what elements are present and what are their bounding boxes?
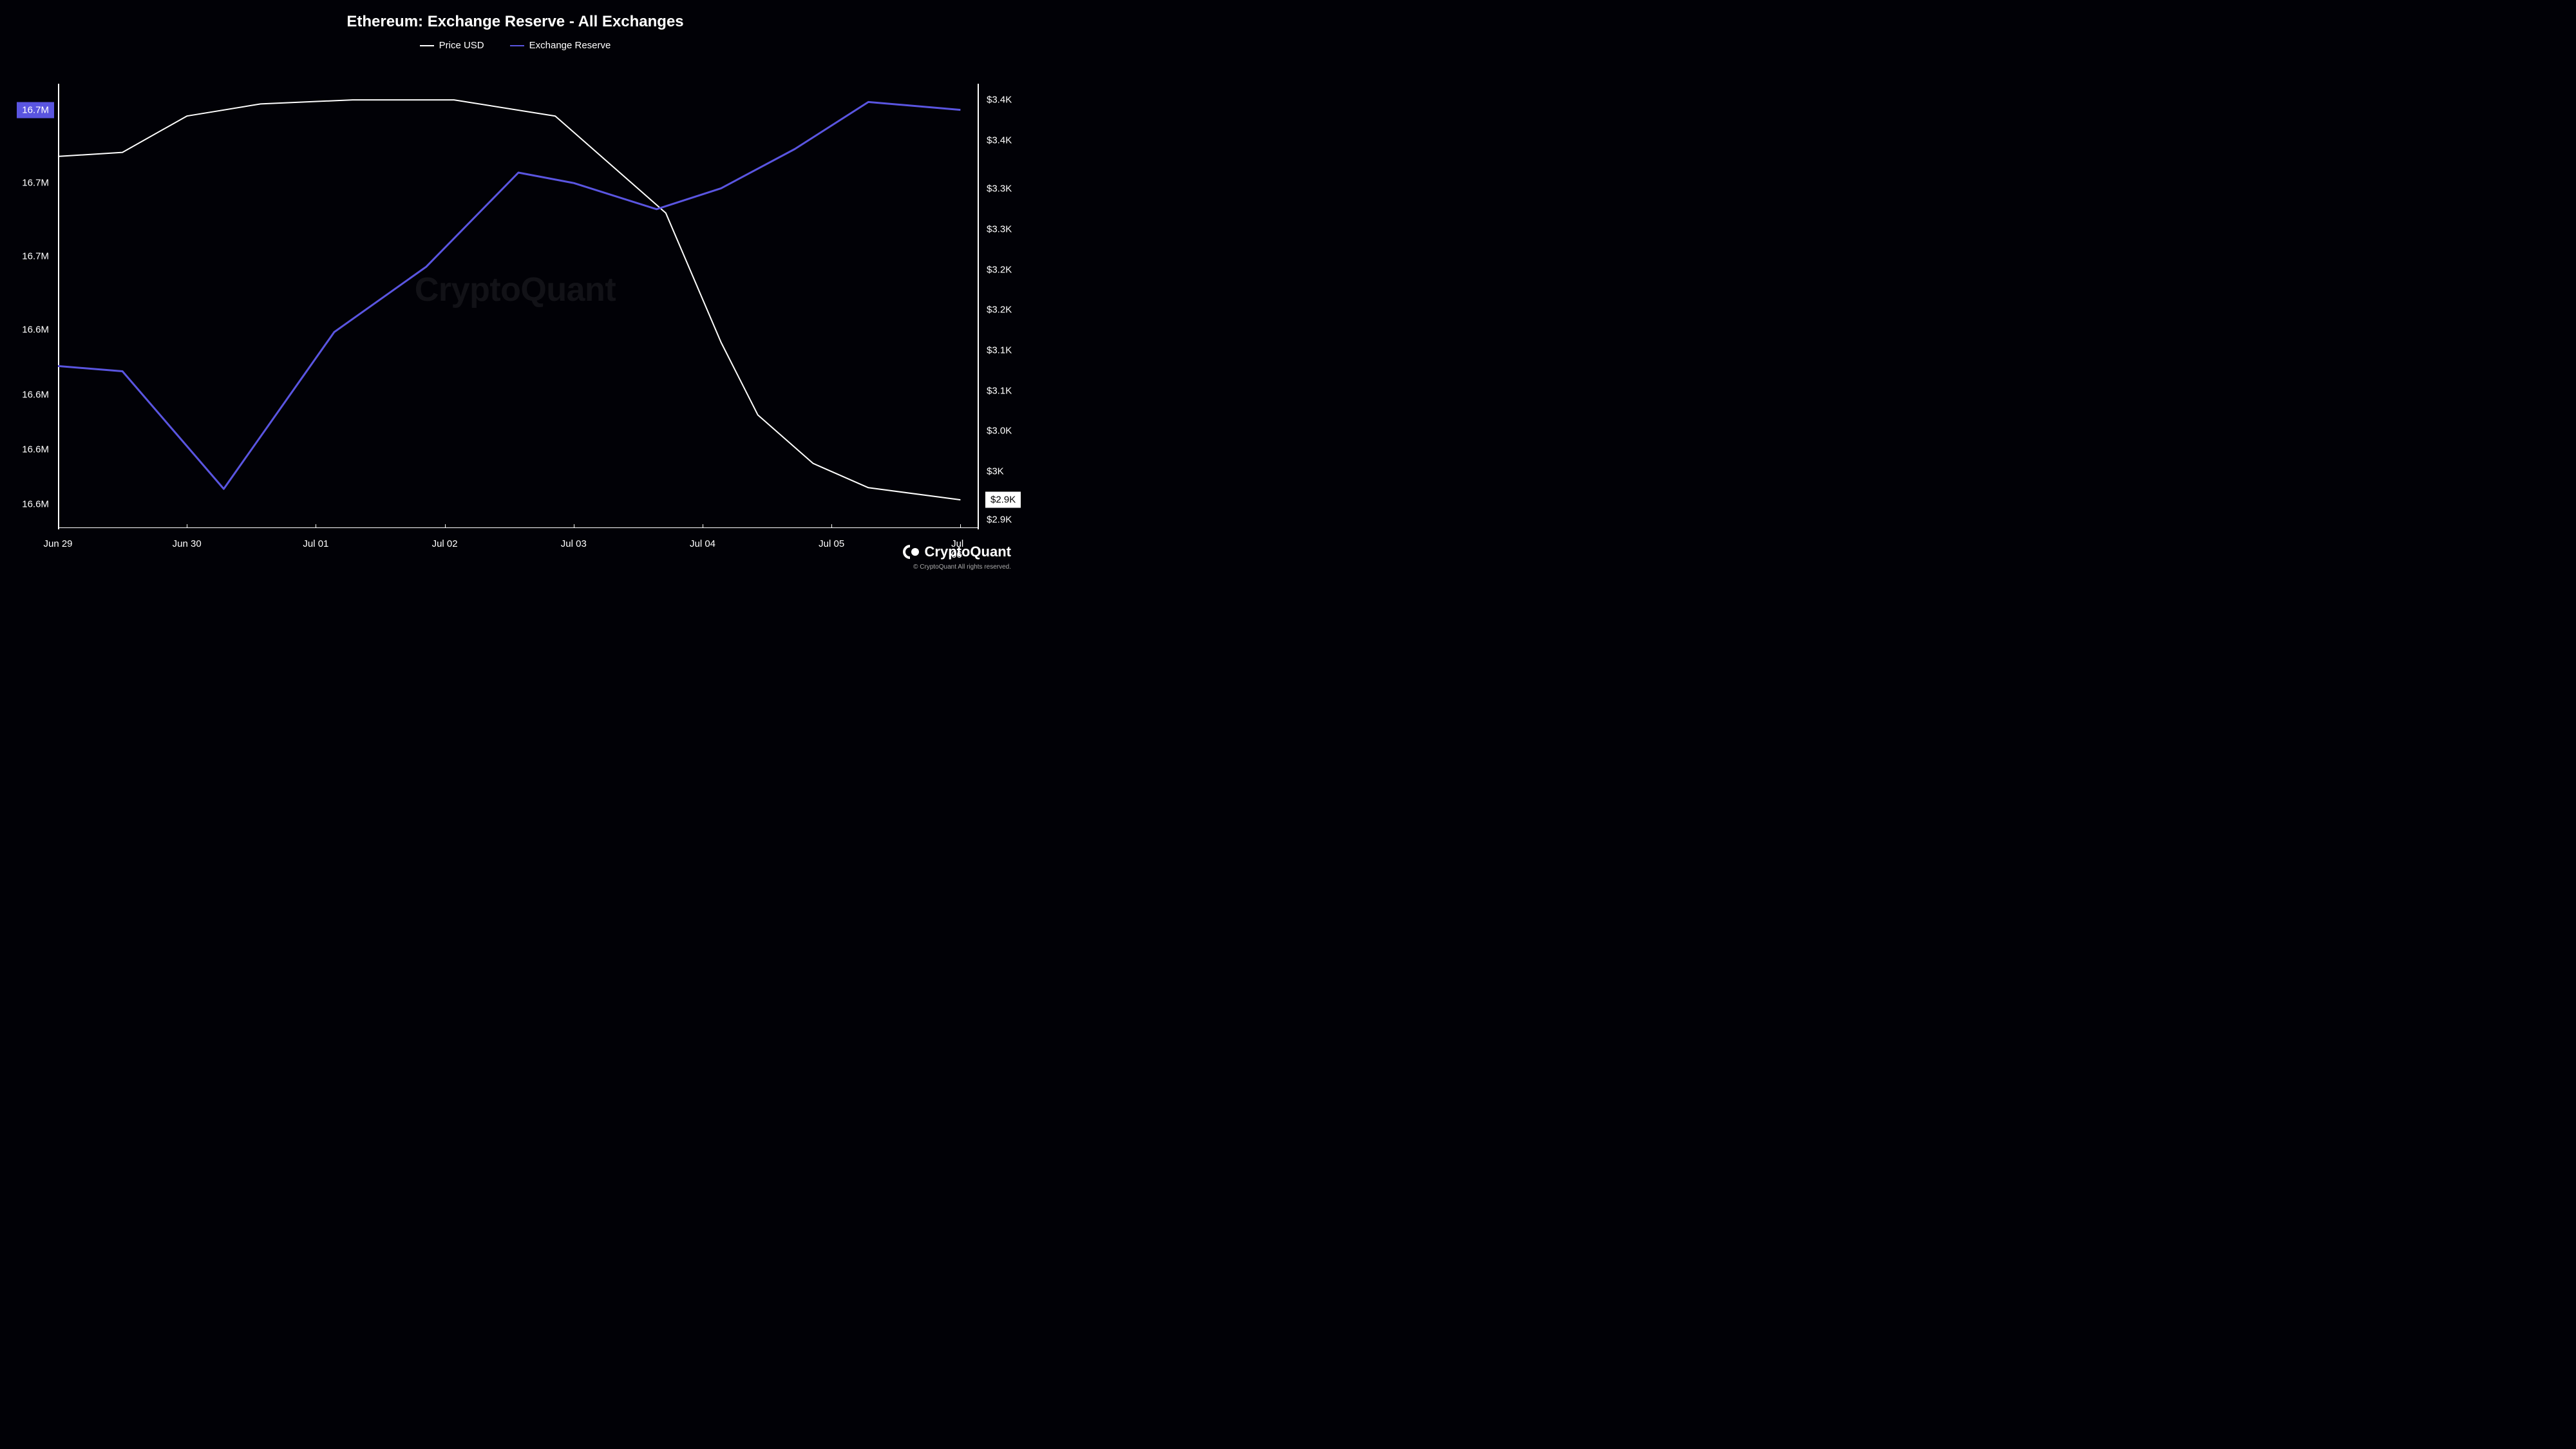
brand-icon (903, 545, 920, 559)
y-tick-right: $3.1K (987, 385, 1012, 396)
x-tick-mark (58, 524, 59, 528)
y-tick-left: 16.6M (22, 499, 49, 510)
y-tick-right: $3.2K (987, 305, 1012, 316)
legend-item-reserve: Exchange Reserve (510, 40, 611, 51)
y-tick-left: 16.7M (22, 251, 49, 261)
x-tick-label: Jul 03 (561, 538, 587, 549)
x-tick-label: Jul 01 (303, 538, 328, 549)
x-tick-label: Jun 30 (173, 538, 202, 549)
y-tick-right: $3K (987, 466, 1004, 477)
x-tick-mark (831, 524, 832, 528)
y-tick-right: $3.3K (987, 223, 1012, 234)
series-line (58, 100, 960, 500)
y-tick-right: $2.9K (987, 515, 1012, 526)
x-axis: Jun 29Jun 30Jul 01Jul 02Jul 03Jul 04Jul … (58, 535, 979, 554)
x-tick-mark (445, 524, 446, 528)
y-tick-right: $3.1K (987, 345, 1012, 356)
legend-label-price: Price USD (439, 40, 484, 51)
series-line (58, 102, 960, 489)
legend-swatch-reserve (510, 45, 524, 46)
left-axis-value-badge: 16.7M (17, 102, 54, 118)
chart-plot-area (58, 84, 979, 528)
brand-name: CryptoQuant (925, 544, 1011, 560)
right-axis-value-badge: $2.9K (985, 492, 1021, 508)
x-tick-label: Jul 05 (819, 538, 844, 549)
y-tick-left: 16.6M (22, 390, 49, 401)
y-tick-right: $3.2K (987, 264, 1012, 275)
copyright-text: © CryptoQuant All rights reserved. (913, 564, 1011, 571)
y-tick-left: 16.6M (22, 444, 49, 455)
legend-label-reserve: Exchange Reserve (529, 40, 611, 51)
y-tick-left: 16.7M (22, 178, 49, 189)
x-tick-mark (960, 524, 961, 528)
chart-title: Ethereum: Exchange Reserve - All Exchang… (0, 0, 1030, 31)
x-tick-label: Jul 04 (690, 538, 715, 549)
y-tick-right: $3.4K (987, 95, 1012, 106)
legend: Price USD Exchange Reserve (0, 40, 1030, 51)
legend-swatch-price (420, 45, 434, 46)
y-tick-right: $3.0K (987, 426, 1012, 437)
legend-item-price: Price USD (420, 40, 484, 51)
y-tick-right: $3.3K (987, 184, 1012, 194)
y-axis-left: 16.7M16.7M16.7M16.6M16.6M16.6M16.6M16.7M (0, 84, 58, 528)
y-axis-right: $3.4K $3.4K $3.3K $3.3K $3.2K $3.2K $3.1K $3.1K… (979, 84, 1030, 528)
x-tick-label: Jun 29 (43, 538, 72, 549)
y-tick-left: 16.6M (22, 324, 49, 335)
chart-lines (58, 84, 979, 528)
y-tick-right: $3.4K (987, 135, 1012, 146)
brand-logo: CryptoQuant (903, 544, 1011, 560)
x-tick-label: Jul 02 (432, 538, 458, 549)
